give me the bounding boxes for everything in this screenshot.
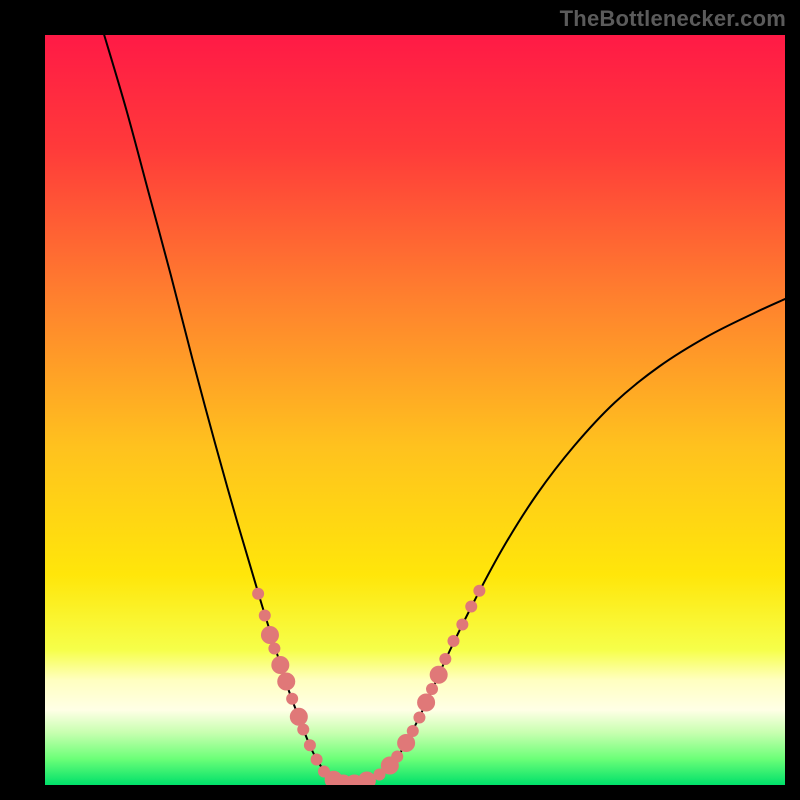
- data-marker: [417, 694, 435, 712]
- data-marker: [473, 585, 485, 597]
- data-marker: [407, 725, 419, 737]
- data-marker: [286, 693, 298, 705]
- data-marker: [271, 656, 289, 674]
- data-marker: [277, 673, 295, 691]
- data-marker: [439, 653, 451, 665]
- data-marker: [304, 739, 316, 751]
- plot-svg: [45, 35, 785, 785]
- watermark-text: TheBottlenecker.com: [560, 6, 786, 32]
- data-marker: [430, 666, 448, 684]
- data-marker: [259, 610, 271, 622]
- plot-area: [45, 35, 785, 785]
- plot-background: [45, 35, 785, 785]
- data-marker: [465, 601, 477, 613]
- chart-frame: TheBottlenecker.com: [0, 0, 800, 800]
- data-marker: [426, 683, 438, 695]
- data-marker: [252, 588, 264, 600]
- data-marker: [391, 751, 403, 763]
- data-marker: [456, 619, 468, 631]
- data-marker: [290, 708, 308, 726]
- data-marker: [297, 724, 309, 736]
- data-marker: [268, 643, 280, 655]
- data-marker: [447, 635, 459, 647]
- data-marker: [413, 712, 425, 724]
- data-marker: [311, 754, 323, 766]
- data-marker: [261, 626, 279, 644]
